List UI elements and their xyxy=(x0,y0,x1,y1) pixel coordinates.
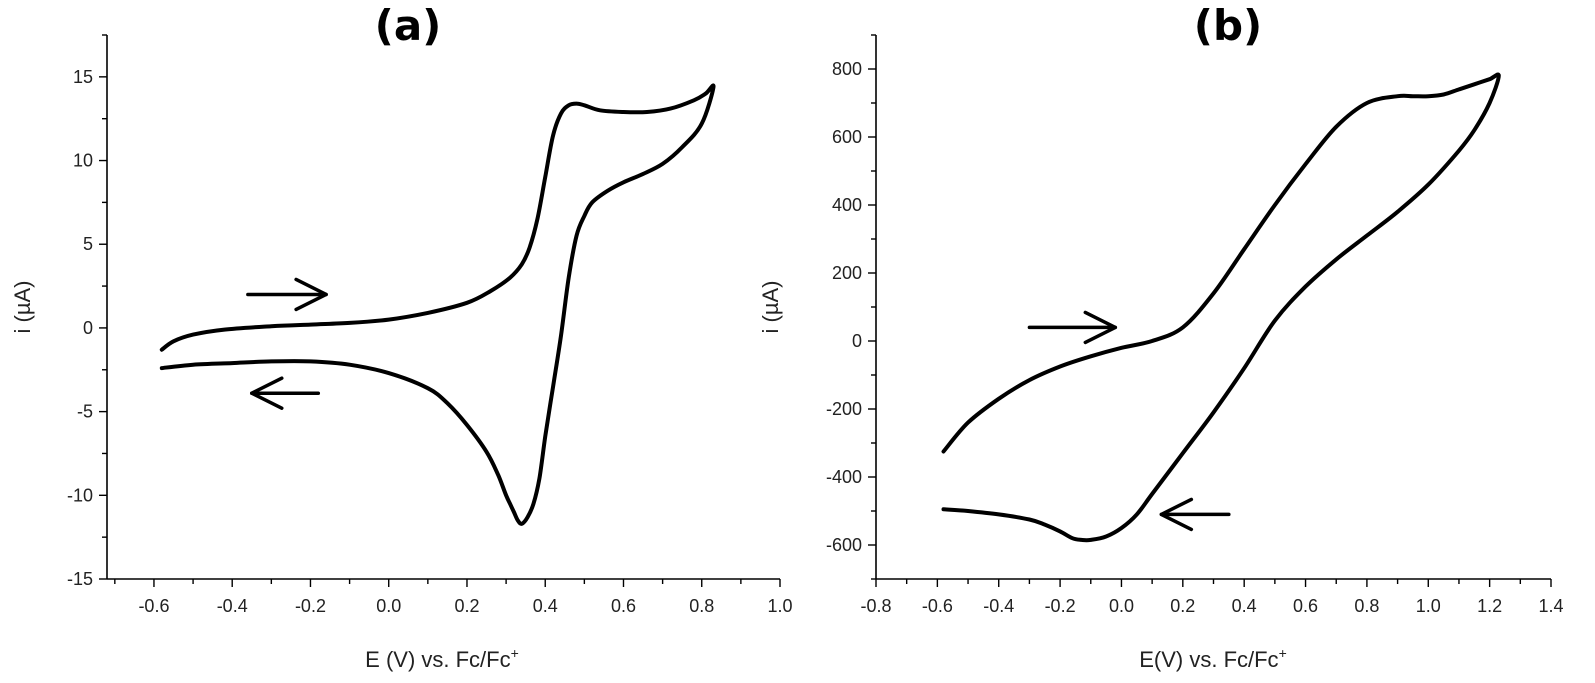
panel-b-title: (b) xyxy=(1194,1,1262,50)
panel-b-y-tick-label: -400 xyxy=(826,467,862,487)
panel-a-y-tick-label: 15 xyxy=(73,67,93,87)
panel-b-x-tick-label: 0.8 xyxy=(1354,596,1379,616)
panel-b-x-tick-label: 1.0 xyxy=(1416,596,1441,616)
panel-a-x-tick-label: -0.2 xyxy=(295,596,326,616)
panel-a-x-tick-label: 0.0 xyxy=(376,596,401,616)
panel-b: (b) -0.8 -0.6 -0.4 -0.2 0.0 0.2 0.4 0.6 0.8 1.0 1.… xyxy=(758,1,1564,672)
panel-a-y-tick-label: 0 xyxy=(83,318,93,338)
panel-b-x-tick-label: 0.0 xyxy=(1109,596,1134,616)
panel-a-xlabel: E (V) vs. Fc/Fc+ xyxy=(365,645,519,672)
panel-b-x-tick-label: -0.2 xyxy=(1045,596,1076,616)
panel-a-y-tick-label: 5 xyxy=(83,234,93,254)
panel-b-x-tick-label: 0.6 xyxy=(1293,596,1318,616)
panel-b-y-tick-label: 0 xyxy=(852,331,862,351)
panel-b-x-tick-label: 1.2 xyxy=(1477,596,1502,616)
panel-b-y-tick-label: 400 xyxy=(832,195,862,215)
panel-b-y-tick-label: 200 xyxy=(832,263,862,283)
panel-a-y-tick-label: 10 xyxy=(73,151,93,171)
panel-b-arrow-right xyxy=(1027,310,1118,345)
panel-a-y-tick-label: -5 xyxy=(77,402,93,422)
panel-b-x-tick-label: -0.6 xyxy=(922,596,953,616)
panel-b-marks xyxy=(941,72,1501,543)
panel-b-y-tick-label: 800 xyxy=(832,59,862,79)
panel-b-arrow-left xyxy=(1159,497,1231,532)
panel-b-x-tick-label: 1.4 xyxy=(1538,596,1563,616)
panel-b-y-tick-label: -600 xyxy=(826,535,862,555)
panel-b-cv-curve xyxy=(941,72,1501,543)
panel-a-x-tick-label: -0.4 xyxy=(217,596,248,616)
panel-b-x-tick-label: -0.4 xyxy=(983,596,1014,616)
panel-a: (a) -0.6 -0.4 -0.2 0.0 0.2 0.4 0.6 0.8 1.0 -15 -10… xyxy=(10,1,793,672)
panel-a-x-tick-label: 0.6 xyxy=(611,596,636,616)
panel-b-x-tick-label: 0.2 xyxy=(1170,596,1195,616)
panel-b-x-tick-label: 0.4 xyxy=(1232,596,1257,616)
panel-b-y-tick-label: 600 xyxy=(832,127,862,147)
panel-a-x-tick-label: -0.6 xyxy=(138,596,169,616)
panel-a-arrow-right xyxy=(246,277,328,312)
panel-a-y-tick-label: -10 xyxy=(67,485,93,505)
panel-b-ylabel: i (µA) xyxy=(758,280,783,333)
panel-b-y-tick-label: -200 xyxy=(826,399,862,419)
panel-a-arrow-left xyxy=(250,376,321,410)
panel-a-y-tick-label: -15 xyxy=(67,569,93,589)
panel-a-title: (a) xyxy=(375,1,442,50)
panel-b-xlabel: E(V) vs. Fc/Fc+ xyxy=(1139,645,1287,672)
panel-a-x-tick-label: 0.4 xyxy=(533,596,558,616)
panel-a-x-tick-label: 0.2 xyxy=(454,596,479,616)
panel-a-x-tick-label: 0.8 xyxy=(689,596,714,616)
panel-b-x-tick-label: -0.8 xyxy=(860,596,891,616)
panel-a-ylabel: i (µA) xyxy=(10,280,35,333)
panel-a-cv-curve xyxy=(159,83,716,526)
panel-a-axes: -0.6 -0.4 -0.2 0.0 0.2 0.4 0.6 0.8 1.0 -15 -10 -5 0 5… xyxy=(67,34,793,616)
panel-a-marks xyxy=(159,83,716,526)
panel-b-axes: -0.8 -0.6 -0.4 -0.2 0.0 0.2 0.4 0.6 0.8 1.0 1.2 1.4… xyxy=(826,34,1564,616)
panel-a-x-tick-label: 1.0 xyxy=(767,596,792,616)
